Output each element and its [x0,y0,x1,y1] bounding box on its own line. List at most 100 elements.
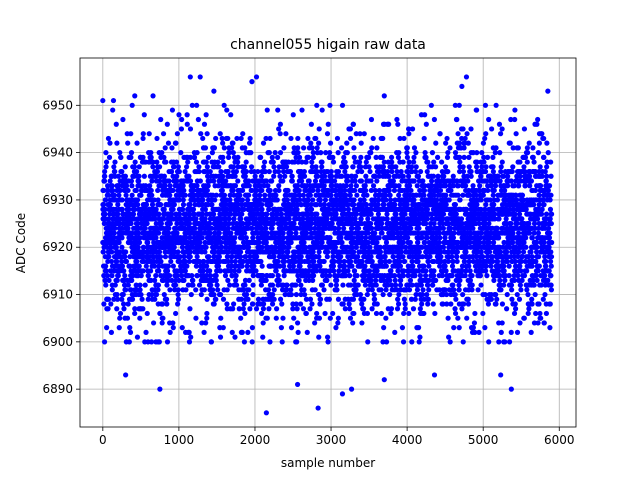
data-point [365,154,372,160]
data-point [259,263,265,269]
data-point [124,315,131,321]
data-point [350,121,356,127]
data-point [220,159,226,165]
data-point [123,258,130,265]
data-point [103,150,109,156]
data-point [174,220,180,227]
data-point [222,216,228,222]
data-point [477,273,484,279]
data-point [388,310,394,317]
data-point [264,107,270,113]
data-point [335,315,341,321]
data-point [255,168,261,175]
data-point [276,183,282,189]
data-point [200,135,206,142]
data-point [284,287,290,293]
data-point [368,254,374,260]
data-point [381,325,387,331]
data-point [246,183,252,189]
data-point [269,282,276,288]
data-point [184,263,190,269]
data-point [109,273,115,279]
data-point [424,235,430,241]
data-point [297,192,303,198]
data-point [387,197,394,203]
data-point [304,329,310,335]
data-point [116,192,122,198]
data-point [263,277,269,283]
data-point [229,145,235,151]
data-point [276,187,282,194]
data-point [155,197,161,203]
data-point [241,206,247,212]
data-point [268,202,274,208]
data-point [104,325,110,331]
data-point [295,145,301,151]
data-point [264,230,270,236]
data-point [136,164,142,170]
data-point [140,131,146,137]
data-point [299,178,305,184]
data-point [242,310,248,317]
data-point [156,268,162,274]
data-point [216,235,223,241]
data-point [211,230,218,236]
data-point [394,306,401,312]
data-point [181,187,187,194]
data-point [161,216,167,222]
data-point [421,192,427,198]
data-point [345,206,352,212]
data-point [310,277,316,283]
data-point [216,230,222,236]
data-point [457,159,463,165]
data-point [305,135,311,142]
data-point [271,254,277,260]
data-point [211,178,217,184]
data-point [455,315,461,321]
data-point [243,159,249,165]
data-point [393,211,399,217]
data-point [242,230,248,236]
data-point [379,154,386,160]
data-point [265,183,271,189]
data-point [379,230,385,236]
data-point [243,235,249,241]
data-point [286,216,292,222]
data-point [138,192,144,198]
data-point [396,291,402,298]
data-point [380,164,387,170]
data-point [202,206,208,212]
data-point [236,268,242,274]
data-point [257,197,263,203]
data-point [369,225,375,231]
data-point [246,220,252,227]
data-point [338,254,344,260]
data-point [341,154,347,160]
data-point [177,254,183,260]
data-point [155,230,162,236]
data-point [232,211,239,217]
data-point [119,263,126,269]
data-point [325,121,331,127]
data-point [374,268,380,274]
data-point [388,268,394,274]
data-point [135,202,141,208]
data-point [208,339,214,345]
data-point [316,254,322,260]
data-point [241,164,248,170]
data-point [301,145,307,151]
data-point [327,150,333,156]
data-point [242,282,248,288]
data-point [115,173,122,179]
data-point [276,126,282,132]
data-point [102,206,108,212]
data-point [211,301,217,307]
data-point [240,220,246,227]
data-point [232,258,238,265]
data-point [104,273,111,279]
data-point [190,187,196,194]
data-point [272,150,278,156]
data-point [218,168,224,175]
data-point [174,230,180,236]
data-point [329,220,335,227]
